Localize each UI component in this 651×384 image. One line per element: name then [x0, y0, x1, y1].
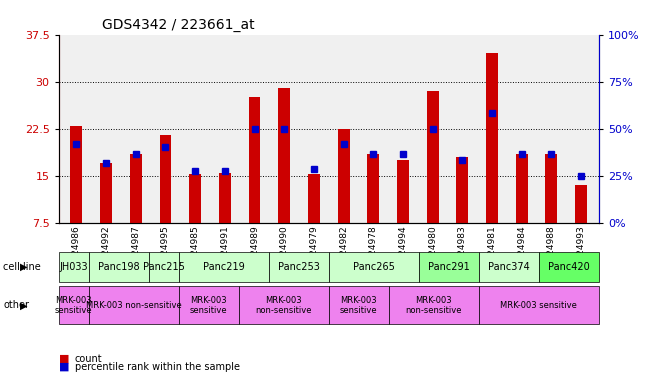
Text: Panc253: Panc253: [278, 262, 320, 272]
Text: Panc198: Panc198: [98, 262, 139, 272]
Bar: [100, 163, 112, 223]
Bar: [70, 126, 82, 223]
Text: Panc291: Panc291: [428, 262, 470, 272]
Text: Panc215: Panc215: [143, 262, 185, 272]
Bar: [338, 129, 350, 223]
Text: ■: ■: [59, 354, 69, 364]
Bar: [516, 154, 528, 223]
Text: percentile rank within the sample: percentile rank within the sample: [75, 362, 240, 372]
Text: MRK-003
sensitive: MRK-003 sensitive: [340, 296, 378, 315]
Bar: [426, 91, 439, 223]
Text: MRK-003
non-sensitive: MRK-003 non-sensitive: [255, 296, 312, 315]
Text: Panc420: Panc420: [548, 262, 590, 272]
Bar: [308, 174, 320, 223]
Bar: [159, 135, 171, 223]
Bar: [219, 172, 231, 223]
Text: ▶: ▶: [20, 262, 27, 272]
Bar: [575, 185, 587, 223]
Text: MRK-003
sensitive: MRK-003 sensitive: [55, 296, 92, 315]
Text: MRK-003
sensitive: MRK-003 sensitive: [190, 296, 227, 315]
Text: JH033: JH033: [59, 262, 88, 272]
Text: MRK-003
non-sensitive: MRK-003 non-sensitive: [406, 296, 462, 315]
Text: MRK-003 non-sensitive: MRK-003 non-sensitive: [86, 301, 182, 310]
Text: Panc374: Panc374: [488, 262, 530, 272]
Bar: [546, 154, 557, 223]
Text: Panc219: Panc219: [203, 262, 245, 272]
Bar: [130, 154, 142, 223]
Text: count: count: [75, 354, 102, 364]
Text: other: other: [3, 300, 29, 310]
Bar: [278, 88, 290, 223]
Bar: [249, 97, 260, 223]
Text: MRK-003 sensitive: MRK-003 sensitive: [501, 301, 577, 310]
Text: Panc265: Panc265: [353, 262, 395, 272]
Text: GDS4342 / 223661_at: GDS4342 / 223661_at: [102, 18, 255, 32]
Bar: [397, 160, 409, 223]
Bar: [189, 174, 201, 223]
Bar: [456, 157, 468, 223]
Text: ▶: ▶: [20, 300, 27, 310]
Text: cell line: cell line: [3, 262, 41, 272]
Text: ■: ■: [59, 362, 69, 372]
Bar: [486, 53, 498, 223]
Bar: [367, 154, 380, 223]
